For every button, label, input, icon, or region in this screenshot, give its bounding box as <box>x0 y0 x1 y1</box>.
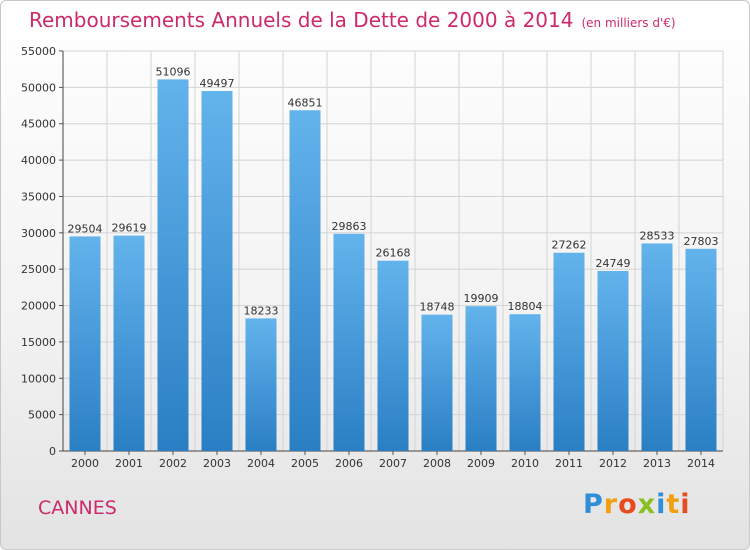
data-label: 29863 <box>332 220 367 233</box>
chart-title-text: Remboursements Annuels de la Dette de 20… <box>29 8 574 32</box>
y-tick-label: 5000 <box>28 409 56 422</box>
x-tick-label: 2014 <box>687 457 715 470</box>
data-label: 51096 <box>156 65 191 78</box>
bar <box>157 79 189 451</box>
logo-letter: i <box>656 489 667 520</box>
data-label: 24749 <box>596 257 631 270</box>
y-tick-label: 10000 <box>21 372 56 385</box>
logo-letter: x <box>637 489 657 520</box>
logo-letter: t <box>666 489 681 520</box>
logo-letter: i <box>680 489 691 520</box>
x-tick-labels: 2000 2001 2002 2003 2004 2005 2006 2007 2008 2009… <box>71 457 715 470</box>
y-tick-label: 50000 <box>21 81 56 94</box>
x-tick-label: 2013 <box>643 457 671 470</box>
x-tick-label: 2006 <box>335 457 363 470</box>
data-label: 29619 <box>112 222 147 235</box>
x-tick-label: 2000 <box>71 457 99 470</box>
bar <box>553 252 585 451</box>
y-tick-label: 35000 <box>21 190 56 203</box>
data-label: 27262 <box>552 239 587 252</box>
bars <box>69 79 717 452</box>
x-tick-label: 2003 <box>203 457 231 470</box>
x-tick-label: 2012 <box>599 457 627 470</box>
y-tick-label: 30000 <box>21 227 56 240</box>
y-tick-labels: 0 5000 10000 15000 20000 25000 30000 35000 40000… <box>21 45 56 458</box>
logo-letter: r <box>603 489 619 520</box>
y-tick-label: 25000 <box>21 263 56 276</box>
bar <box>685 248 717 451</box>
x-tick-label: 2008 <box>423 457 451 470</box>
x-tick-label: 2004 <box>247 457 275 470</box>
bar <box>421 314 453 451</box>
bar <box>201 91 233 451</box>
y-tick-label: 40000 <box>21 154 56 167</box>
data-label: 18233 <box>244 304 279 317</box>
bar <box>597 271 629 451</box>
y-tick-label: 15000 <box>21 336 56 349</box>
data-labels: 29504 29619 51096 49497 18233 46851 29863 26168… <box>68 65 719 317</box>
bar <box>245 318 277 451</box>
bar <box>641 243 673 451</box>
x-tick-label: 2002 <box>159 457 187 470</box>
bar <box>509 314 541 451</box>
data-label: 28533 <box>640 229 675 242</box>
x-tick-label: 2005 <box>291 457 319 470</box>
data-label: 18804 <box>508 300 543 313</box>
data-label: 46851 <box>288 96 323 109</box>
data-label: 26168 <box>376 247 411 260</box>
x-tick-label: 2011 <box>555 457 583 470</box>
city-name: CANNES <box>38 497 117 519</box>
y-tick-label: 55000 <box>21 45 56 58</box>
chart-title: Remboursements Annuels de la Dette de 20… <box>29 8 676 32</box>
data-label: 29504 <box>68 222 103 235</box>
y-tick-label: 0 <box>49 445 56 458</box>
y-tick-label: 45000 <box>21 118 56 131</box>
logo-letter: o <box>618 489 638 520</box>
chart-subtitle: (en milliers d'€) <box>581 16 676 30</box>
bar <box>69 236 101 451</box>
data-label: 18748 <box>420 301 455 314</box>
bar <box>333 233 365 451</box>
data-label: 49497 <box>200 77 235 90</box>
y-tick-label: 20000 <box>21 300 56 313</box>
data-label: 27803 <box>684 235 719 248</box>
x-tick-label: 2010 <box>511 457 539 470</box>
data-label: 19909 <box>464 292 499 305</box>
logo-letter: P <box>583 489 604 520</box>
bar <box>377 260 409 451</box>
x-tick-label: 2007 <box>379 457 407 470</box>
x-tick-label: 2001 <box>115 457 143 470</box>
x-tick-label: 2009 <box>467 457 495 470</box>
proxiti-logo[interactable]: Proxiti <box>583 489 691 520</box>
bar <box>465 306 497 451</box>
bar <box>289 110 321 452</box>
bar <box>113 235 145 451</box>
